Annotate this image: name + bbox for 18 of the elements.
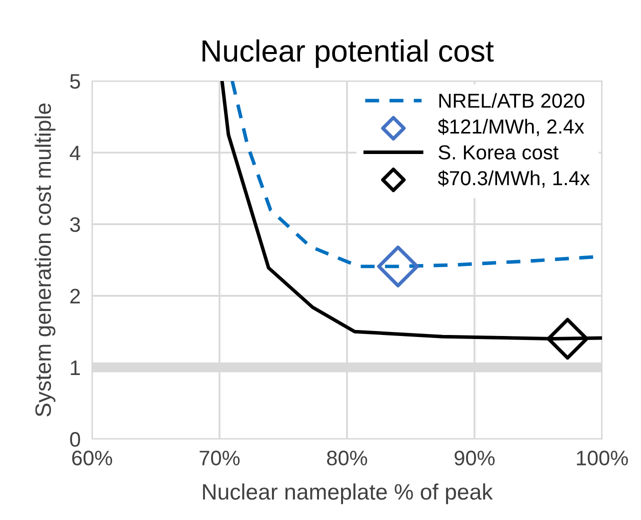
y-tick-label: 4	[70, 146, 80, 160]
legend-label: NREL/ATB 2020	[439, 93, 584, 108]
y-tick-label: 2	[70, 288, 80, 304]
legend-label: $70.3/MWh, 1.4x	[438, 170, 590, 188]
y-tick-label: 1	[70, 360, 80, 375]
y-tick-label: 5	[70, 74, 80, 89]
y-axis-title: System generation cost multiple	[34, 103, 56, 416]
x-tick-label: 100%	[576, 450, 628, 466]
x-tick-label: 90%	[454, 450, 495, 466]
x-tick-label: 80%	[327, 450, 368, 466]
x-tick-label: 60%	[72, 450, 112, 466]
chart-title: Nuclear potential cost	[202, 39, 494, 68]
legend-label: S. Korea cost	[438, 145, 558, 160]
x-axis-title: Nuclear nameplate % of peak	[203, 483, 493, 504]
legend-label: $121/MWh, 2.4x	[438, 118, 584, 136]
y-tick-label: 0	[70, 432, 80, 447]
x-tick-label: 70%	[200, 450, 240, 466]
y-tick-label: 3	[70, 217, 80, 232]
